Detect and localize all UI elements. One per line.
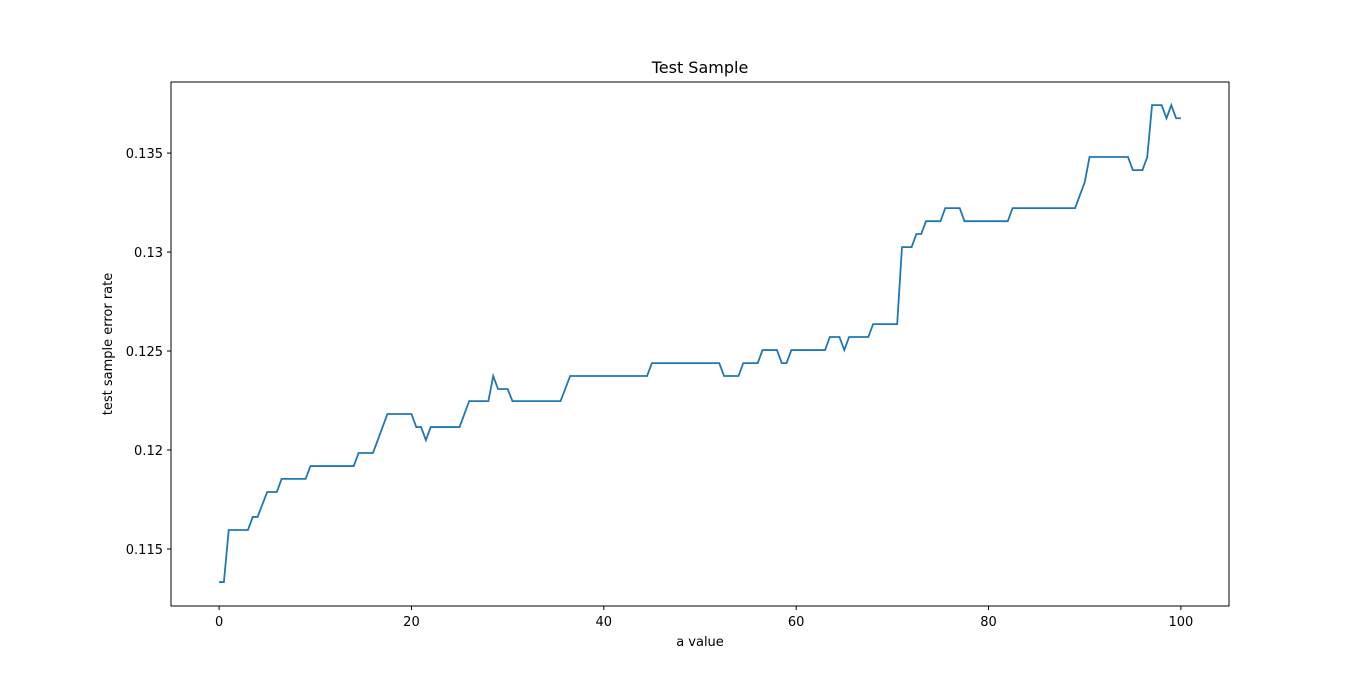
x-tick-label: 80 [980,615,997,630]
x-tick-label: 100 [1168,615,1193,630]
data-line [219,102,1181,583]
x-axis-label: a value [676,635,724,650]
x-tick-label: 0 [215,615,223,630]
x-tick-label: 60 [788,615,805,630]
x-tick-label: 20 [403,615,420,630]
plot-frame [170,81,1230,607]
y-tick-label: 0.125 [126,345,163,360]
y-tick-label: 0.13 [134,246,163,261]
x-tick-label: 40 [596,615,613,630]
chart-title: Test Sample [651,58,749,77]
y-tick-label: 0.12 [134,444,163,459]
y-axis-label: test sample error rate [101,273,116,416]
y-tick-label: 0.115 [126,543,163,558]
y-tick-label: 0.135 [126,147,163,162]
